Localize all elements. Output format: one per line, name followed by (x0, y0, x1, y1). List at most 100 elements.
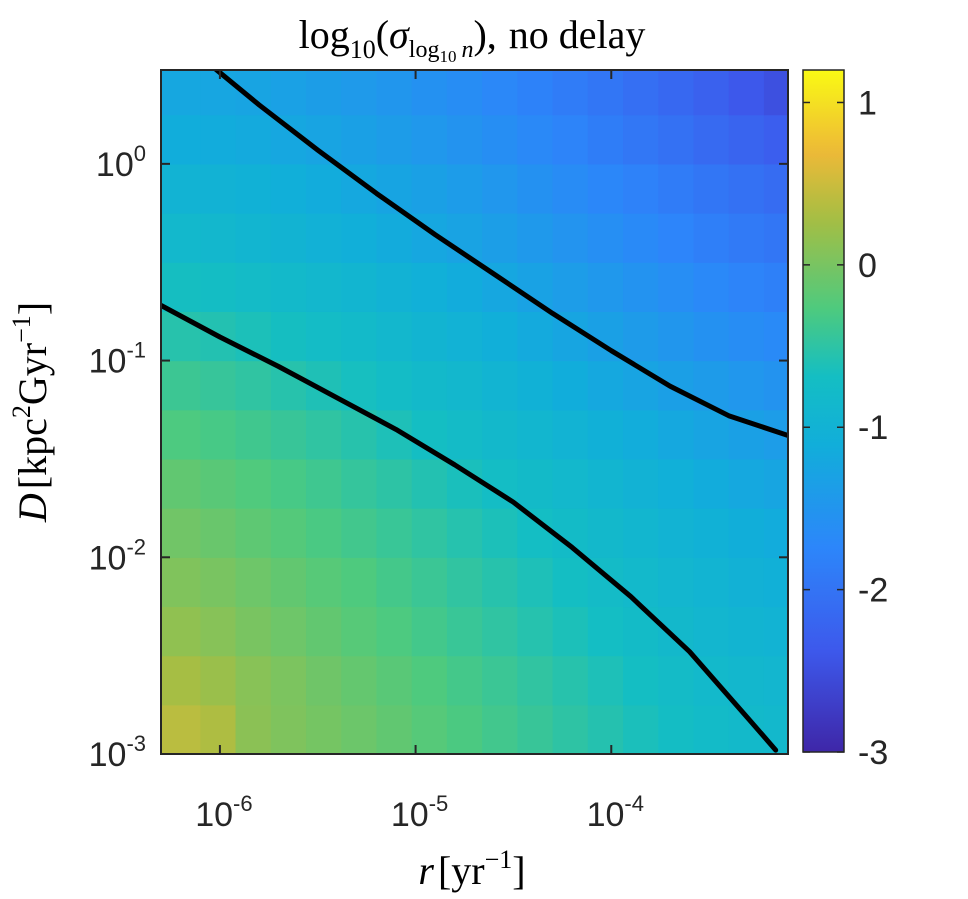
heatmap-cell (517, 114, 554, 165)
heatmap-cell (623, 704, 659, 754)
heatmap-cell (376, 458, 413, 509)
heatmap-cell (446, 655, 483, 706)
heatmap-cell (552, 704, 589, 754)
heatmap-cell (200, 163, 237, 214)
heatmap-cell (161, 311, 201, 362)
heatmap-cell (306, 606, 342, 657)
heatmap-cell (658, 70, 695, 116)
heatmap-cell (693, 704, 730, 754)
heatmap-cell (270, 458, 307, 509)
heatmap-cell (587, 114, 624, 165)
heatmap-cell (306, 70, 342, 116)
heatmap-cell (341, 70, 378, 116)
title-sigma: σ (389, 12, 410, 57)
title-log-sub: 10 (350, 35, 376, 64)
heatmap-cell (658, 458, 695, 509)
heatmap-cell (235, 163, 272, 214)
heatmap-cell (161, 557, 201, 608)
heatmap-cell (552, 213, 589, 263)
heatmap-cell (161, 508, 201, 558)
heatmap-cell (270, 409, 307, 460)
heatmap-cell (552, 557, 589, 608)
heatmap-cell (587, 70, 624, 116)
heatmap-cell (341, 557, 378, 608)
heatmap-cell (376, 114, 413, 165)
heatmap-cell (306, 311, 342, 362)
heatmap-cells (161, 70, 788, 754)
heatmap-cell (482, 70, 518, 116)
heatmap-cell (376, 557, 413, 608)
heatmap-cell (623, 458, 659, 509)
heatmap-cell (517, 557, 554, 608)
heatmap-cell (306, 655, 342, 706)
heatmap-cell (552, 163, 589, 214)
heatmap-cell (411, 508, 448, 558)
y-axis-label: D [kpc2Gyr−1] (7, 302, 55, 523)
y-tick-label: 100 (96, 141, 146, 184)
heatmap-cell (587, 163, 624, 214)
heatmap-cell (235, 360, 272, 411)
heatmap-cell (161, 409, 201, 460)
heatmap-cell (376, 360, 413, 411)
heatmap-cell (552, 508, 589, 558)
heatmap-cell (411, 114, 448, 165)
heatmap-cell (693, 458, 730, 509)
heatmap-cell (482, 557, 518, 608)
heatmap-cell (200, 409, 237, 460)
heatmap-cell (446, 458, 483, 509)
heatmap-cell (658, 262, 695, 312)
y-label-mid: Gyr (10, 343, 55, 405)
heatmap-cell (200, 213, 237, 263)
heatmap-cell (161, 114, 201, 165)
y-label-exp1: 2 (7, 405, 36, 418)
colorbar-ticks: -3 -2 -1 0 1 (803, 84, 888, 772)
y-tick-label: 10-3 (89, 731, 146, 774)
heatmap-cell (482, 409, 518, 460)
heatmap-cell (411, 606, 448, 657)
heatmap-cell (693, 508, 730, 558)
heatmap-cell (728, 606, 765, 657)
heatmap-cell (728, 655, 765, 706)
heatmap-cell (482, 655, 518, 706)
heatmap-cell (200, 508, 237, 558)
heatmap-cell (161, 262, 201, 312)
heatmap-cell (552, 606, 589, 657)
heatmap-cell (763, 508, 788, 558)
heatmap-cell (517, 213, 554, 263)
heatmap-cell (693, 557, 730, 608)
heatmap-cell (341, 114, 378, 165)
heatmap-cell (446, 360, 483, 411)
heatmap-cell (235, 262, 272, 312)
heatmap-cell (587, 655, 624, 706)
heatmap-cell (446, 409, 483, 460)
heatmap-cell (623, 262, 659, 312)
heatmap-cell (200, 262, 237, 312)
heatmap-cell (658, 163, 695, 214)
heatmap-cell (235, 655, 272, 706)
x-axis-ticks: 10-6 10-5 10-4 (195, 70, 644, 834)
x-tick-label: 10-4 (587, 791, 644, 834)
heatmap-cell (693, 262, 730, 312)
heatmap-cell (587, 458, 624, 509)
heatmap-cell (482, 163, 518, 214)
heatmap-cell (728, 311, 765, 362)
heatmap-cell (376, 704, 413, 754)
heatmap-cell (728, 163, 765, 214)
heatmap-cell (658, 508, 695, 558)
heatmap-cell (763, 704, 788, 754)
heatmap-cell (517, 508, 554, 558)
heatmap-cell (587, 262, 624, 312)
x-tick-label: 10-6 (195, 791, 252, 834)
heatmap-cell (552, 70, 589, 116)
colorbar-tick-label: -1 (858, 409, 888, 447)
x-label-exp: −1 (485, 845, 513, 874)
heatmap-cell (341, 704, 378, 754)
heatmap-cell (587, 508, 624, 558)
heatmap-cell (552, 409, 589, 460)
heatmap-cell (658, 311, 695, 362)
title-open: ( (376, 12, 389, 57)
heatmap-cell (200, 70, 237, 116)
heatmap-cell (411, 262, 448, 312)
y-axis-ticks: 10-3 10-2 10-1 100 (89, 141, 788, 774)
